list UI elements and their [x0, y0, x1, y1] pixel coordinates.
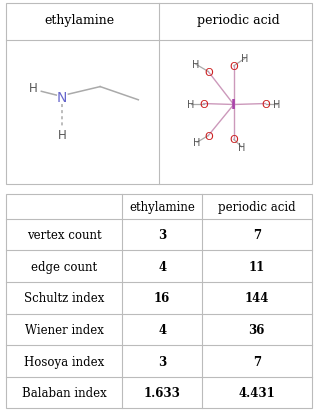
- Text: edge count: edge count: [31, 260, 97, 273]
- Text: vertex count: vertex count: [27, 228, 102, 242]
- Text: O: O: [204, 131, 213, 141]
- Text: 36: 36: [249, 323, 265, 336]
- Text: O: O: [199, 99, 208, 109]
- Text: periodic acid: periodic acid: [197, 14, 280, 27]
- Text: Hosoya index: Hosoya index: [24, 355, 105, 368]
- Text: Balaban index: Balaban index: [22, 386, 107, 399]
- Text: periodic acid: periodic acid: [218, 200, 296, 214]
- Text: H: H: [241, 54, 249, 64]
- Text: 4: 4: [158, 260, 166, 273]
- Text: H: H: [192, 60, 199, 70]
- Text: O: O: [261, 99, 270, 109]
- Text: I: I: [231, 98, 236, 112]
- Text: ethylamine: ethylamine: [129, 200, 195, 214]
- Text: O: O: [229, 135, 238, 145]
- Text: 3: 3: [158, 228, 166, 242]
- Text: ethylamine: ethylamine: [45, 14, 114, 27]
- Text: O: O: [229, 62, 238, 72]
- Text: H: H: [58, 129, 66, 142]
- Text: 4.431: 4.431: [238, 386, 275, 399]
- Text: O: O: [204, 67, 213, 77]
- Text: 7: 7: [253, 228, 261, 242]
- Text: N: N: [57, 91, 67, 105]
- Text: 1.633: 1.633: [144, 386, 181, 399]
- Text: 11: 11: [249, 260, 265, 273]
- Text: 3: 3: [158, 355, 166, 368]
- Text: H: H: [193, 138, 201, 148]
- Text: H: H: [29, 82, 38, 95]
- Text: 144: 144: [245, 292, 269, 305]
- Text: H: H: [187, 99, 195, 109]
- Text: 16: 16: [154, 292, 170, 305]
- Text: 4: 4: [158, 323, 166, 336]
- Text: H: H: [238, 142, 245, 152]
- Text: Wiener index: Wiener index: [25, 323, 104, 336]
- Text: H: H: [273, 99, 280, 109]
- Text: Schultz index: Schultz index: [24, 292, 105, 305]
- Text: 7: 7: [253, 355, 261, 368]
